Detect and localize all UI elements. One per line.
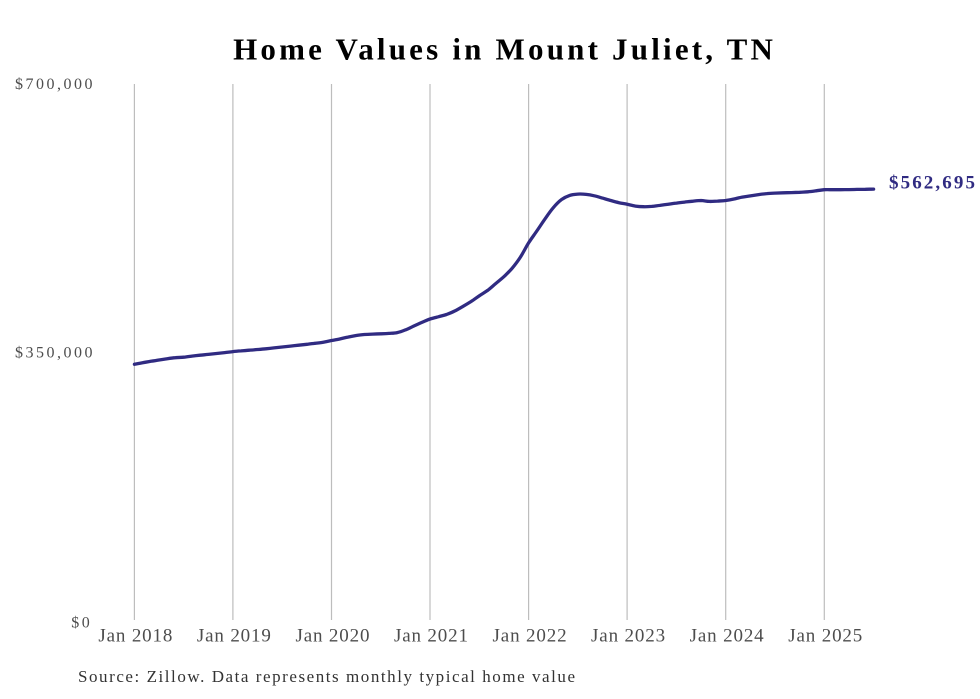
svg-text:Jan 2018: Jan 2018 [98, 625, 173, 646]
svg-text:Jan 2020: Jan 2020 [295, 625, 370, 646]
svg-text:Jan 2025: Jan 2025 [788, 625, 863, 646]
svg-text:Jan 2024: Jan 2024 [690, 625, 765, 646]
svg-text:Home Values in Mount Juliet, T: Home Values in Mount Juliet, TN [233, 31, 776, 66]
svg-text:$700,000: $700,000 [15, 76, 95, 93]
svg-text:Jan 2019: Jan 2019 [197, 625, 272, 646]
svg-text:$562,695: $562,695 [889, 173, 977, 194]
svg-text:$0: $0 [71, 615, 92, 632]
svg-text:Jan 2022: Jan 2022 [493, 625, 568, 646]
svg-text:$350,000: $350,000 [15, 344, 95, 361]
svg-text:Source: Zillow. Data represent: Source: Zillow. Data represents monthly … [78, 667, 577, 686]
svg-text:Jan 2023: Jan 2023 [591, 625, 666, 646]
svg-text:Jan 2021: Jan 2021 [394, 625, 469, 646]
